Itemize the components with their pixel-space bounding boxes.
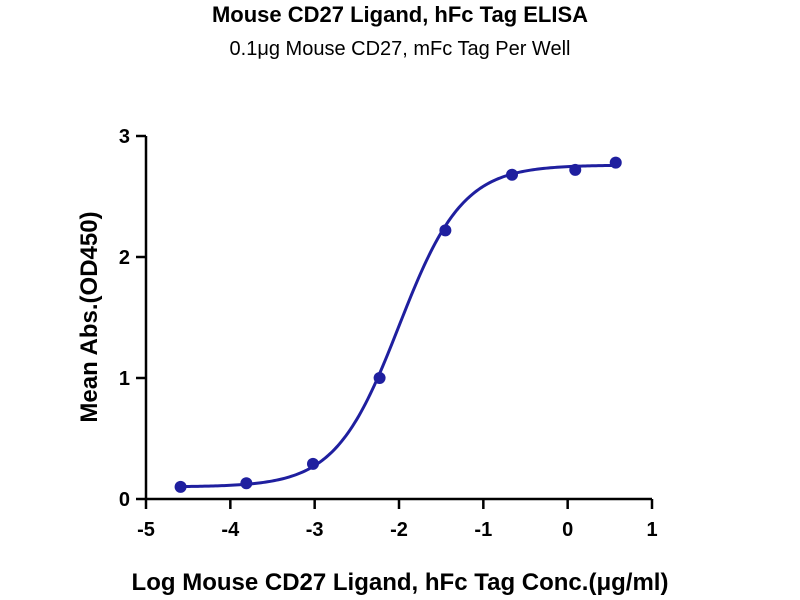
y-tick-label: 2 (119, 247, 130, 269)
data-point (373, 372, 386, 384)
chart-subtitle: 0.1μg Mouse CD27, mFc Tag Per Well (229, 38, 571, 60)
y-tick-label: 3 (119, 126, 130, 148)
x-tick-label: 1 (646, 519, 657, 541)
x-tick-label: -4 (221, 519, 240, 541)
x-tick-label: 0 (562, 519, 573, 541)
data-point (506, 168, 519, 181)
data-point (609, 156, 622, 169)
x-tick-label: -3 (306, 519, 324, 541)
x-tick-label: -5 (137, 519, 155, 541)
data-point (174, 480, 187, 493)
data-point (439, 224, 452, 237)
chart-title: Mouse CD27 Ligand, hFc Tag ELISA (211, 2, 589, 27)
fit-curve-layer (180, 163, 616, 489)
data-point (306, 457, 319, 470)
data-point (569, 163, 582, 176)
x-tick-label: -2 (390, 519, 408, 541)
y-tick-label: 0 (119, 489, 130, 511)
data-points-layer (174, 156, 622, 493)
fit-curve (180, 163, 616, 489)
x-axis-label: Log Mouse CD27 Ligand, hFc Tag Conc.(μg/… (132, 569, 669, 596)
y-axis-label: Mean Abs.(OD450) (76, 211, 103, 422)
axes: -5 -4 -3 -2 -1 0 1 0 1 2 3 (119, 126, 658, 541)
y-tick-label: 1 (119, 368, 130, 390)
data-point (240, 477, 253, 490)
x-tick-label: -1 (474, 519, 492, 541)
